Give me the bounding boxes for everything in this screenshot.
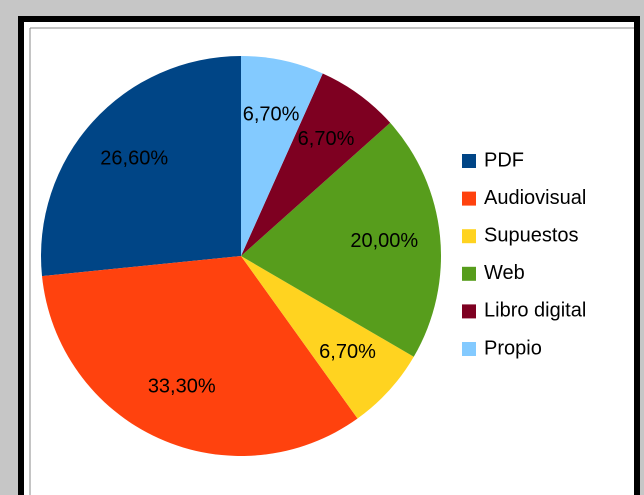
legend-label: Propio xyxy=(484,337,542,359)
legend-label: Audiovisual xyxy=(484,187,586,209)
pie-slice xyxy=(241,122,441,357)
pie-slice xyxy=(40,56,242,277)
data-label: 6,70% xyxy=(243,103,300,125)
data-label: 20,00% xyxy=(350,230,418,252)
legend-label: PDF xyxy=(484,149,524,171)
legend-label: Libro digital xyxy=(484,300,586,322)
pie-slice xyxy=(241,256,414,419)
data-label: 6,70% xyxy=(298,128,355,150)
data-label: 33,30% xyxy=(148,376,216,398)
legend-label: Supuestos xyxy=(484,224,579,246)
pie-slice xyxy=(241,73,391,256)
legend-swatch xyxy=(462,304,476,319)
data-label: 6,70% xyxy=(319,341,376,363)
legend-swatch xyxy=(462,266,476,281)
data-label: 26,60% xyxy=(100,148,168,170)
legend-swatch xyxy=(462,342,476,356)
pie-slice xyxy=(42,256,358,456)
legend-swatch xyxy=(462,229,476,244)
legend-label: Web xyxy=(484,262,525,284)
legend-swatch xyxy=(462,191,476,206)
legend-swatch xyxy=(462,154,476,168)
pie-slice xyxy=(241,56,323,256)
